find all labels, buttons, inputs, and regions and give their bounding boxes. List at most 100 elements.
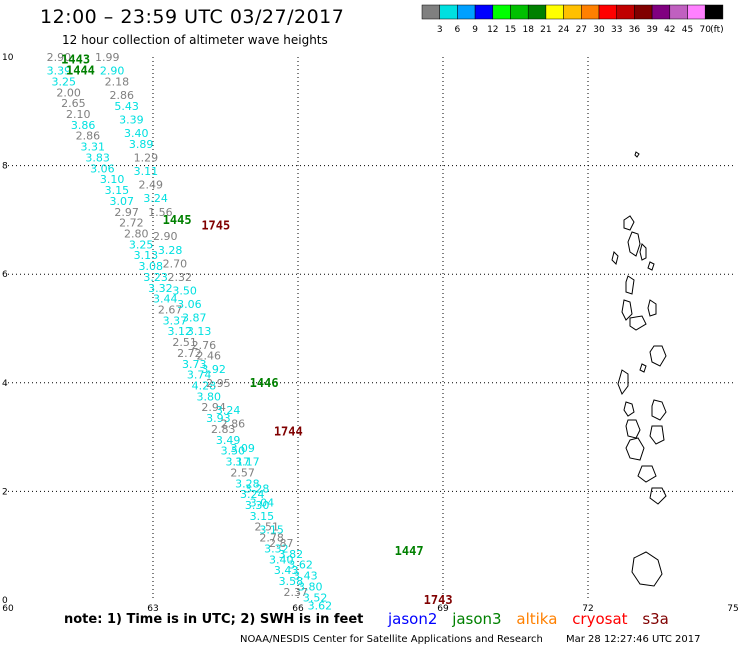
island-outline	[649, 345, 667, 367]
swh-value: 2.37	[284, 586, 309, 599]
y-tick-label: 2	[2, 487, 8, 497]
swh-value: 3.17	[235, 456, 260, 469]
legend-swatch	[439, 4, 458, 20]
swh-value: 2.86	[221, 418, 246, 431]
island-outline	[625, 275, 635, 295]
legend-label: 12	[487, 25, 498, 35]
generated-timestamp: Mar 28 12:27:46 UTC 2017	[566, 634, 701, 645]
island-outline	[634, 151, 640, 158]
swh-value: 3.80	[197, 390, 222, 403]
legend-label: 24	[558, 25, 570, 35]
swh-value: 2.86	[76, 130, 101, 143]
swh-value: 3.25	[129, 238, 154, 251]
swh-value: 3.58	[279, 575, 304, 588]
x-tick-label: 75	[727, 604, 738, 614]
swh-value: 3.10	[100, 173, 125, 186]
x-tick-label: 63	[147, 604, 158, 614]
legend-label: 36	[629, 25, 641, 35]
swh-value: 3.13	[187, 325, 212, 338]
x-tick-label: 66	[292, 604, 304, 614]
swh-value: 3.23	[143, 271, 168, 284]
legend-label: 18	[522, 25, 534, 35]
color-legend: 3 6 9 12 15 18 21 24 27 30 33 36 39 42 45 70 (ft)	[421, 4, 724, 35]
swh-value: 3.93	[206, 412, 231, 425]
y-tick-label: 6	[2, 270, 8, 280]
swh-value: 2.67	[158, 303, 183, 316]
sat-jason2: jason2	[388, 610, 438, 628]
legend-swatch	[492, 4, 511, 20]
swh-value: 3.13	[134, 249, 159, 262]
swh-value: 5.43	[114, 100, 139, 113]
island-outline	[621, 299, 633, 321]
island-outline	[623, 401, 635, 417]
coastline	[611, 151, 667, 587]
legend-unit: (ft)	[710, 25, 724, 35]
swh-value: 3.15	[259, 523, 284, 536]
swh-value: 3.15	[105, 184, 129, 197]
swh-value: 2.18	[105, 75, 129, 88]
swh-value: 3.50	[221, 445, 246, 458]
swh-value: 2.78	[259, 532, 284, 545]
swh-value: 3.24	[216, 404, 241, 417]
footer-note: note: 1) Time is in UTC; 2) SWH is in fe…	[64, 612, 364, 627]
sat-cryosat: cryosat	[572, 610, 628, 628]
swh-value: 3.06	[177, 298, 202, 311]
swh-value: 3.32	[148, 282, 173, 295]
chart-title: 12:00 – 23:59 UTC 03/27/2017	[40, 6, 345, 28]
swh-value: 1.99	[95, 51, 120, 64]
swh-value: 3.50	[172, 284, 197, 297]
wave-height-observations: 2.903.393.252.002.652.103.862.863.313.83…	[47, 51, 332, 612]
swh-value: 3.04	[250, 496, 275, 509]
swh-value: 3.92	[201, 363, 226, 376]
swh-value: 3.15	[250, 510, 275, 523]
legend-label: 33	[611, 25, 622, 35]
swh-value: 2.97	[114, 206, 139, 219]
swh-value: 2.72	[177, 347, 202, 360]
swh-value: 2.51	[255, 521, 280, 534]
legend-swatch	[510, 4, 529, 20]
pass-time-label: 1444	[66, 64, 95, 78]
legend-swatch	[545, 4, 564, 20]
swh-value: 2.49	[139, 179, 164, 192]
legend-swatch	[616, 4, 635, 20]
swh-value: 3.86	[71, 119, 96, 132]
swh-value: 2.70	[163, 257, 188, 270]
legend-swatch	[581, 4, 600, 20]
swh-value: 3.32	[264, 542, 289, 555]
swh-value: 3.82	[279, 548, 304, 561]
legend-label: 9	[472, 25, 478, 35]
swh-value: 3.25	[52, 75, 77, 88]
swh-value: 3.52	[303, 591, 328, 604]
legend-swatch	[598, 4, 617, 20]
swh-value: 2.90	[153, 230, 178, 243]
swh-value: 2.72	[119, 217, 143, 230]
swh-value: 2.65	[61, 97, 86, 110]
swh-value: 3.28	[235, 477, 260, 490]
legend-swatch	[527, 4, 547, 20]
swh-value: 3.31	[81, 141, 106, 154]
pass-time-label: 1447	[395, 544, 424, 558]
island-outline	[651, 399, 667, 421]
swh-value: 1.29	[134, 151, 159, 164]
x-tick-label: 60	[2, 604, 14, 614]
swh-value: 2.51	[172, 336, 197, 349]
island-outline	[649, 487, 667, 505]
legend-label: 30	[593, 25, 605, 35]
swh-value: 3.89	[129, 138, 154, 151]
island-outline	[617, 369, 629, 396]
pass-time-label: 1443	[61, 53, 90, 67]
swh-value: 3.08	[139, 260, 164, 273]
legend-swatch	[651, 4, 671, 20]
swh-value: 2.94	[201, 401, 226, 414]
legend-swatch	[704, 4, 724, 20]
swh-value: 2.80	[124, 227, 149, 240]
swh-value: 2.90	[47, 51, 72, 64]
satellite-legend: jason2 jason3 altika cryosat s3a	[388, 610, 679, 628]
y-tick-label: 4	[2, 379, 8, 389]
island-outline	[639, 243, 647, 261]
island-outline	[639, 363, 647, 373]
swh-value: 2.86	[110, 89, 135, 102]
island-outline	[625, 437, 645, 461]
swh-value: 3.39	[119, 113, 143, 126]
